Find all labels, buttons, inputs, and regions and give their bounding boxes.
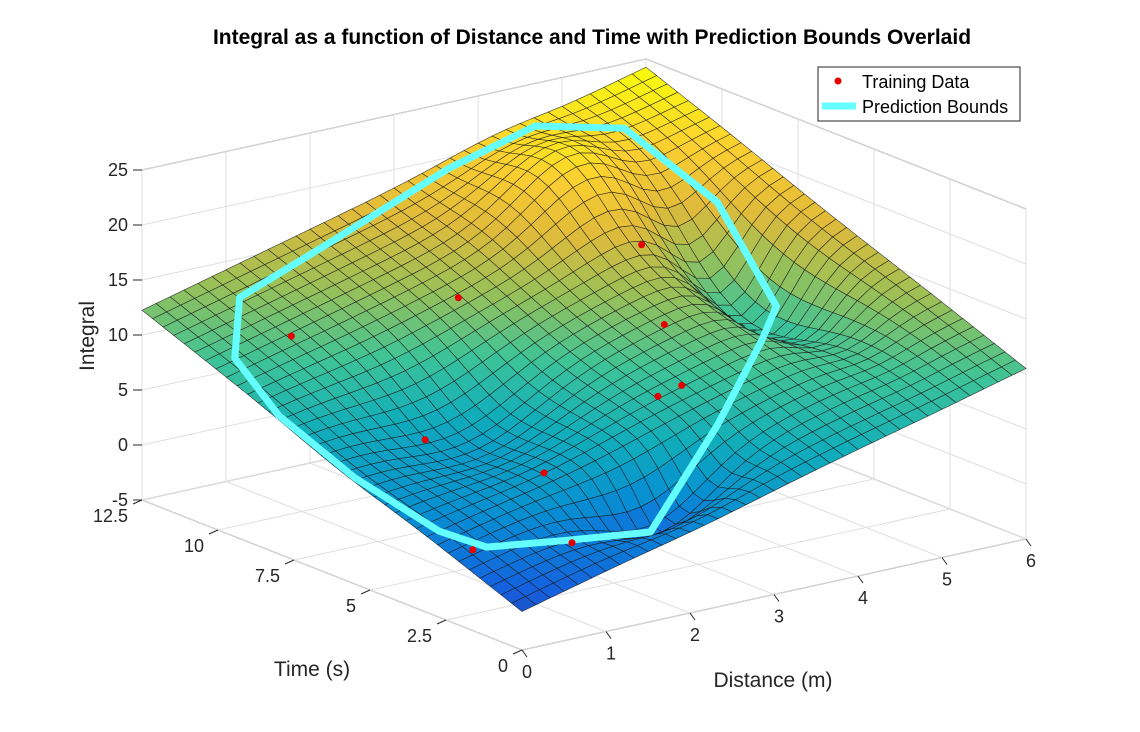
- z-tick-label: 5: [118, 380, 128, 400]
- x-tick: [941, 557, 948, 565]
- chart-title: Integral as a function of Distance and T…: [213, 26, 971, 49]
- y-tick: [208, 529, 219, 535]
- x-tick-label: 4: [858, 588, 868, 608]
- training-data-point: [654, 392, 662, 400]
- training-data-series: [287, 241, 686, 554]
- z-tick-label: 15: [108, 270, 128, 290]
- surface-patch: [141, 303, 168, 319]
- y-tick: [360, 589, 371, 595]
- grid-line-x: [141, 499, 523, 651]
- x-tick-label: 0: [522, 662, 532, 682]
- axis-ticks: -5 0 5 10 15 20 25 0 1 2 3 4 5 6 0 2.5 5 7.5 10 12.5: [93, 160, 1036, 682]
- y-tick-label: 7.5: [255, 566, 280, 586]
- legend: Training Data Prediction Bounds: [817, 66, 1021, 122]
- y-tick: [436, 619, 447, 625]
- legend-label-training-data: Training Data: [862, 72, 970, 92]
- y-tick: [284, 559, 295, 565]
- z-tick-label: 0: [118, 435, 128, 455]
- y-tick-label: 5: [346, 596, 356, 616]
- legend-box: [817, 66, 1021, 122]
- training-data-point: [638, 241, 646, 249]
- training-data-point: [469, 546, 477, 554]
- y-axis-label: Time (s): [274, 658, 350, 681]
- z-tick-label: -5: [112, 490, 128, 510]
- x-tick: [521, 649, 528, 658]
- surface-plot: [141, 66, 1027, 612]
- z-tick-label: 20: [108, 215, 128, 235]
- prediction-bounds-line: [231, 122, 780, 551]
- y-tick-label: 0: [498, 656, 508, 676]
- y-tick-label: 2.5: [407, 626, 432, 646]
- x-tick: [689, 612, 696, 621]
- x-tick: [1025, 538, 1032, 547]
- y-tick: [132, 499, 143, 505]
- x-tick-label: 6: [1026, 551, 1036, 571]
- grid-line-x: [225, 481, 607, 632]
- prediction-bounds-series: [231, 122, 780, 551]
- training-data-point: [540, 469, 548, 477]
- legend-label-prediction-bounds: Prediction Bounds: [862, 97, 1008, 117]
- y-tick-label: 10: [184, 536, 204, 556]
- grid-line-z: [141, 58, 647, 171]
- training-data-point: [568, 539, 576, 547]
- training-data-point: [421, 436, 429, 444]
- z-tick-label: 10: [108, 325, 128, 345]
- x-tick: [605, 631, 612, 639]
- grid-line-z: [645, 58, 1027, 210]
- x-tick: [773, 594, 780, 602]
- x-tick-label: 1: [606, 644, 616, 664]
- z-tick-label: 25: [108, 160, 128, 180]
- x-tick-label: 3: [774, 607, 784, 627]
- training-data-point: [660, 321, 668, 329]
- training-data-point: [454, 294, 462, 302]
- x-tick-label: 2: [690, 625, 700, 645]
- x-axis-label: Distance (m): [713, 669, 832, 692]
- training-data-point: [678, 381, 686, 389]
- y-tick: [512, 649, 523, 655]
- x-tick-label: 5: [942, 570, 952, 590]
- z-axis-label: Integral: [76, 301, 99, 371]
- legend-marker-training-data: [834, 77, 842, 85]
- training-data-point: [287, 332, 295, 340]
- x-tick: [857, 575, 864, 584]
- y-tick-label: 12.5: [93, 506, 128, 526]
